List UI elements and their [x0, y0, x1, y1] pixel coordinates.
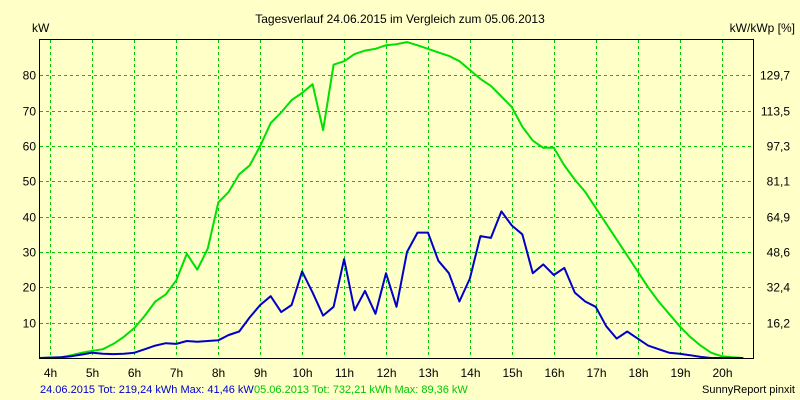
x-tick-label: 16h — [544, 366, 564, 380]
y-tick-label-left: 50 — [23, 175, 37, 189]
legend-series-2015: 24.06.2015 Tot: 219,24 kWh Max: 41,46 kW — [40, 384, 254, 396]
y-tick-label-left: 10 — [23, 317, 37, 331]
y-tick-label-right: 97,3 — [767, 140, 791, 154]
right-axis-label: kW/kWp [%] — [730, 21, 795, 35]
y-tick-label-right: 81,1 — [767, 175, 791, 189]
chart-title: Tagesverlauf 24.06.2015 im Vergleich zum… — [255, 12, 545, 26]
legend-series-2013: 05.06.2013 Tot: 732,21 kWh Max: 89,36 kW — [254, 384, 468, 396]
x-tick-label: 9h — [254, 366, 267, 380]
x-tick-label: 6h — [128, 366, 141, 380]
left-axis-label: kW — [32, 21, 50, 35]
y-tick-label-right: 64,9 — [767, 211, 791, 225]
x-tick-label: 19h — [670, 366, 690, 380]
y-tick-label-right: 16,2 — [767, 317, 791, 331]
y-tick-label-right: 32,4 — [767, 281, 791, 295]
y-tick-label-left: 70 — [23, 105, 37, 119]
x-tick-label: 17h — [586, 366, 606, 380]
x-tick-label: 20h — [712, 366, 732, 380]
brand-credit: SunnyReport pinxit — [702, 384, 795, 396]
grid — [40, 40, 753, 358]
y-tick-label-left: 20 — [23, 281, 37, 295]
y-tick-label-left: 30 — [23, 246, 37, 260]
x-tick-label: 10h — [292, 366, 312, 380]
y-tick-label-right: 129,7 — [760, 69, 790, 83]
y-tick-label-left: 80 — [23, 69, 37, 83]
x-tick-label: 11h — [335, 366, 354, 380]
x-tick-label: 18h — [628, 366, 648, 380]
x-tick-label: 14h — [460, 366, 480, 380]
x-tick-label: 8h — [212, 366, 225, 380]
x-tick-label: 4h — [44, 366, 57, 380]
y-tick-label-right: 113,5 — [761, 105, 790, 119]
series-lines — [39, 41, 744, 359]
tick-labels: 4h 5h 6h 7h 8h 9h 10h 11h 12h 13h 14h 15h 16h 17h 18h 1… — [23, 69, 791, 381]
x-tick-label: 12h — [376, 366, 396, 380]
x-tick-label: 15h — [502, 366, 522, 380]
y-tick-label-left: 60 — [23, 140, 37, 154]
plot-frame — [39, 39, 754, 359]
x-tick-label: 13h — [418, 366, 438, 380]
y-tick-label-right: 48,6 — [767, 246, 791, 260]
series-line-24-06-2015 — [39, 210, 744, 359]
y-tick-label-left: 40 — [23, 211, 37, 225]
series-line-05-06-2013 — [39, 41, 744, 359]
x-tick-label: 5h — [86, 366, 99, 380]
x-tick-label: 7h — [170, 366, 183, 380]
